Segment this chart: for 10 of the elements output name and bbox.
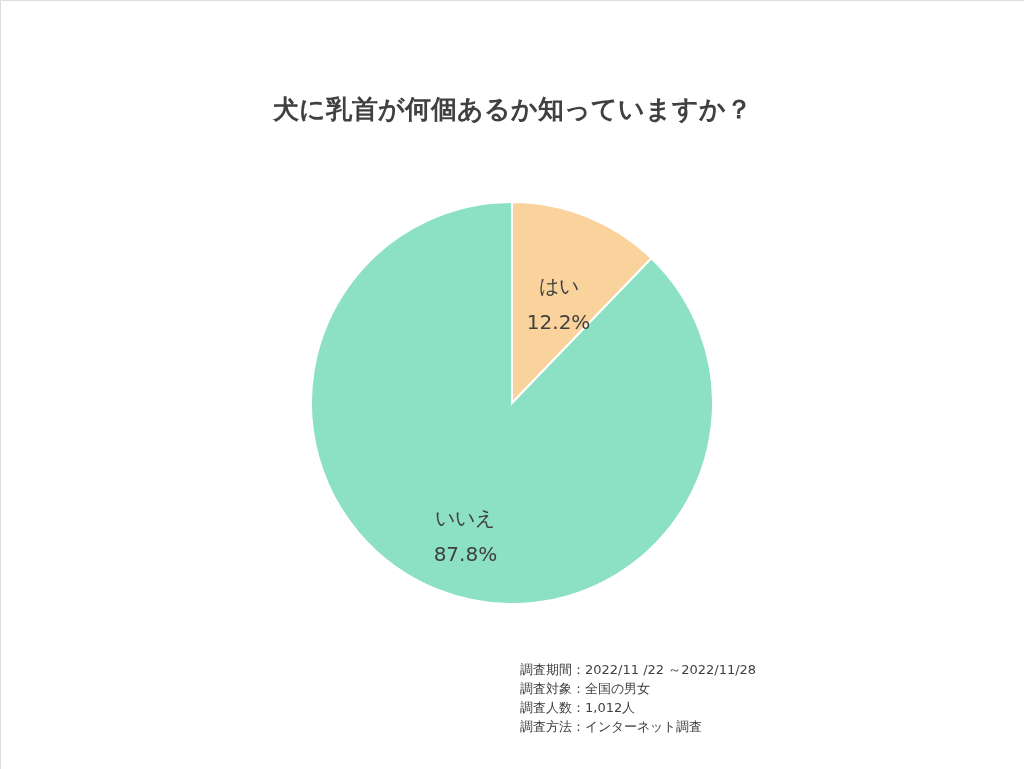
text: 調査人数：1,012人 — [520, 700, 636, 715]
data-label: 87.8% — [433, 541, 498, 566]
chart-title: 犬に乳首が何個あるか知っていますか？ — [271, 94, 752, 124]
pie-slice — [310, 201, 714, 605]
text: 調査対象：全国の男女 — [520, 681, 650, 696]
slice-label: はい — [538, 274, 579, 299]
slice-label: いいえ — [435, 505, 496, 530]
text: 調査方法：インターネット調査 — [520, 719, 702, 734]
text: 調査期間：2022/11 /22 ～2022/11/28 — [520, 662, 757, 677]
data-label: 12.2% — [526, 310, 591, 335]
